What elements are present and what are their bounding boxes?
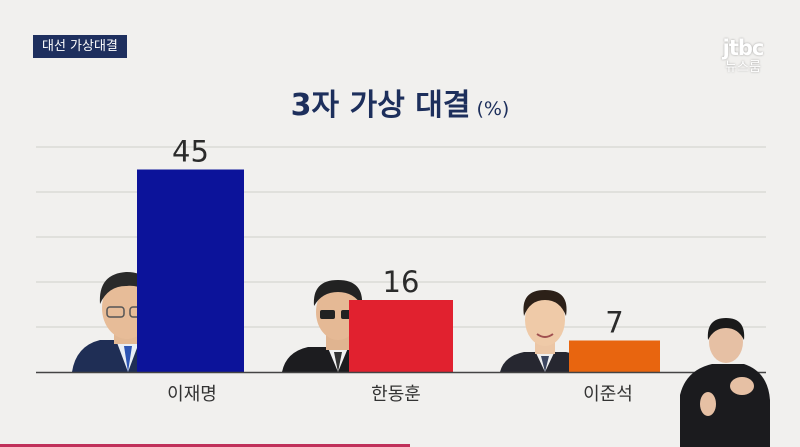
portrait-lee-jun-seok	[500, 290, 590, 372]
bar-value-label: 45	[172, 135, 209, 169]
bar-2	[349, 300, 453, 372]
chart-title-text: 3자 가상 대결	[290, 88, 471, 123]
chart-unit: (%)	[476, 98, 510, 120]
category-label: 이준석	[583, 384, 633, 405]
jtbc-logo: jtbc 뉴스룸	[714, 36, 772, 76]
sign-language-interpreter	[680, 318, 770, 447]
bar-3	[569, 340, 660, 372]
segment-tag: 대선 가상대결	[33, 35, 127, 58]
category-label: 이재명	[167, 384, 217, 405]
chart-title: 3자 가상 대결 (%)	[0, 80, 800, 124]
bar-value-label: 16	[383, 265, 420, 299]
logo-brand: jtbc	[722, 36, 765, 60]
category-label: 한동훈	[371, 384, 421, 405]
logo-sub: 뉴스룸	[725, 60, 761, 75]
bar-1	[137, 169, 244, 372]
bar-value-label: 7	[605, 306, 623, 340]
bottom-accent-line	[0, 444, 410, 447]
